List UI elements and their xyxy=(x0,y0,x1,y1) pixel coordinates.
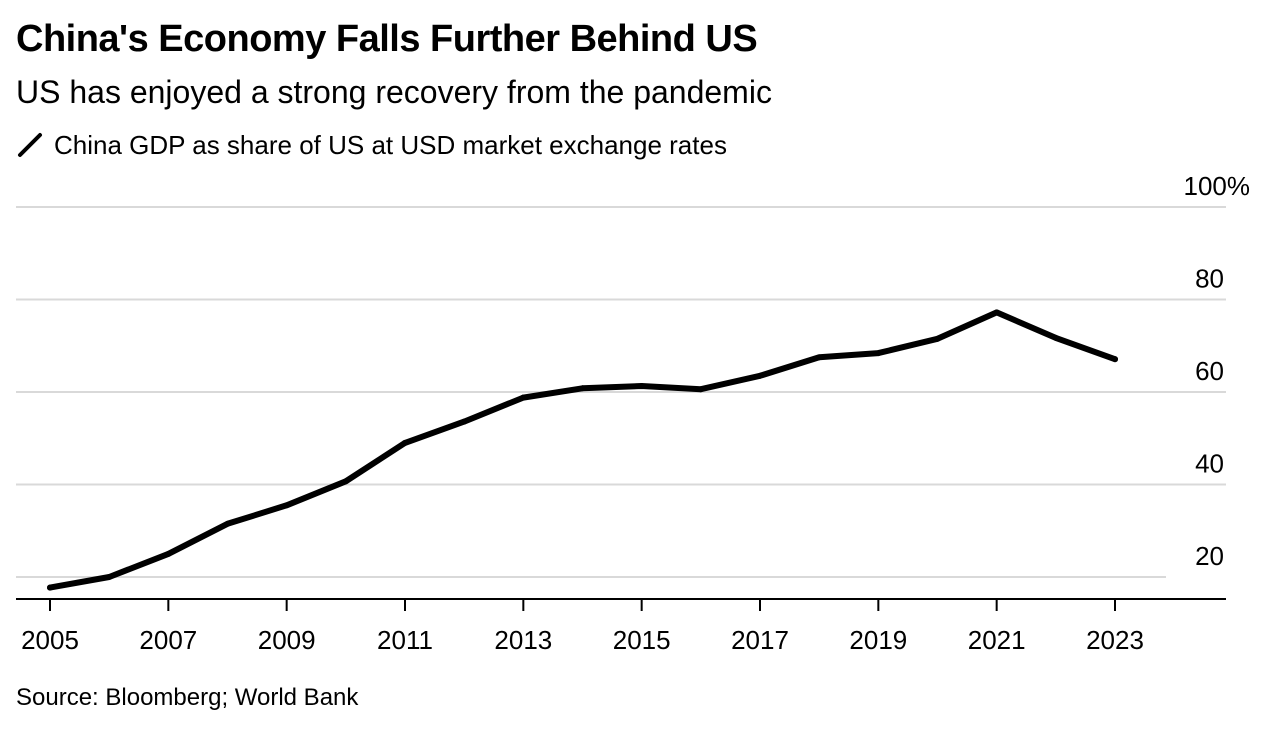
x-tick-label: 2019 xyxy=(849,625,907,655)
x-tick-label: 2005 xyxy=(21,625,79,655)
data-point-2007 xyxy=(165,550,172,557)
data-point-2005 xyxy=(47,584,53,591)
data-point-2014 xyxy=(579,385,586,392)
data-point-2016 xyxy=(697,386,704,393)
data-point-2011 xyxy=(402,439,408,446)
data-point-2021 xyxy=(993,309,1000,316)
data-point-2008 xyxy=(224,520,231,527)
data-point-2019 xyxy=(875,350,882,357)
data-point-2018 xyxy=(816,354,823,361)
legend: China GDP as share of US at USD market e… xyxy=(16,130,727,160)
data-point-2020 xyxy=(934,335,941,342)
data-point-2023 xyxy=(1112,356,1118,363)
data-point-2010 xyxy=(342,478,349,485)
x-tick-label: 2013 xyxy=(494,625,552,655)
x-tick-label: 2017 xyxy=(731,625,789,655)
y-tick-label: 100% xyxy=(1184,171,1251,201)
diagonal-line-icon xyxy=(18,133,42,157)
data-point-2017 xyxy=(757,372,763,379)
x-tick-label: 2011 xyxy=(377,625,433,655)
data-point-2009 xyxy=(283,502,290,509)
data-point-2015 xyxy=(638,382,645,389)
x-tick-label: 2021 xyxy=(968,625,1026,655)
series-layer xyxy=(47,309,1118,591)
data-point-2012 xyxy=(461,418,468,425)
chart-title: China's Economy Falls Further Behind US xyxy=(16,18,758,60)
x-tick-label: 2015 xyxy=(613,625,671,655)
source-note: Source: Bloomberg; World Bank xyxy=(16,684,359,711)
legend-label: China GDP as share of US at USD market e… xyxy=(54,129,727,160)
x-axis: 2005 2007 2009 2011 2013 2015 2017 2019 2021 2023 xyxy=(16,598,1226,655)
data-point-2022 xyxy=(1052,334,1059,341)
line-chart: 2005 2007 2009 2011 2013 2015 2017 2019 2021 2023… xyxy=(16,171,1251,655)
y-tick-label: 80 xyxy=(1195,264,1224,294)
data-point-2006 xyxy=(106,574,113,580)
x-tick-label: 2007 xyxy=(139,625,197,655)
y-tick-label: 60 xyxy=(1195,356,1224,386)
y-tick-label: 20 xyxy=(1195,541,1224,571)
data-point-2013 xyxy=(520,394,527,401)
y-axis-labels: 20 40 60 80 100% xyxy=(1184,171,1251,571)
x-tick-label: 2009 xyxy=(258,625,316,655)
series-line xyxy=(47,309,1118,591)
grid-lines xyxy=(16,206,1226,578)
y-tick-label: 40 xyxy=(1195,449,1224,479)
chart-subtitle: US has enjoyed a strong recovery from th… xyxy=(16,74,772,110)
x-tick-label: 2023 xyxy=(1086,625,1144,655)
